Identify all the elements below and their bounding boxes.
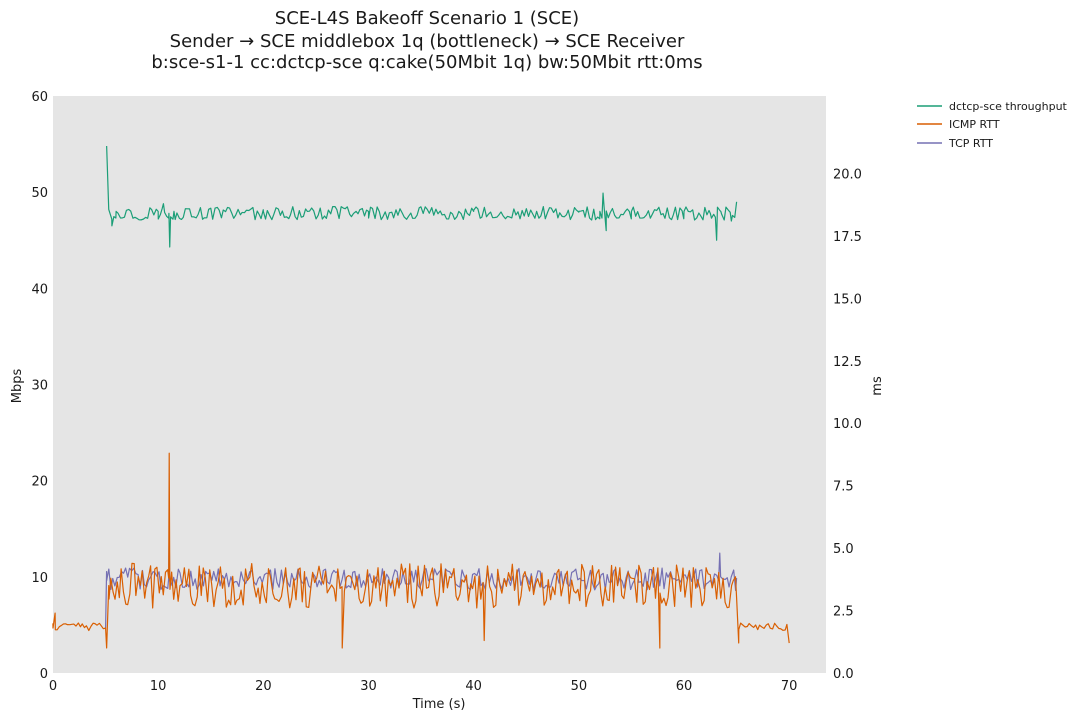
y-left-tick-label: 40 (31, 282, 48, 297)
legend-label-throughput: dctcp-sce throughput (949, 100, 1068, 113)
x-tick-label: 40 (465, 679, 482, 694)
y-right-tick-label: 10.0 (833, 417, 862, 432)
series-line-icmp-rtt (52, 452, 790, 649)
y-left-axis-ticks: 0 10 20 30 40 50 60 (31, 90, 48, 682)
y-right-tick-label: 12.5 (833, 355, 862, 370)
y-left-tick-label: 30 (31, 379, 48, 394)
x-axis-label: Time (s) (412, 697, 466, 712)
y-right-tick-label: 7.5 (833, 480, 854, 495)
x-tick-label: 0 (49, 679, 57, 694)
x-tick-label: 70 (781, 679, 798, 694)
x-tick-label: 50 (571, 679, 588, 694)
y-left-tick-label: 50 (31, 186, 48, 201)
title-line-2: Sender → SCE middlebox 1q (bottleneck) →… (170, 31, 685, 52)
x-tick-label: 30 (360, 679, 377, 694)
y-left-tick-label: 10 (31, 571, 48, 586)
y-right-axis-ticks: 0.0 2.5 5.0 7.5 10.0 12.5 15.0 17.5 20.0 (833, 167, 862, 682)
legend-label-tcp-rtt: TCP RTT (948, 137, 993, 150)
plot-area (53, 96, 826, 673)
x-tick-label: 20 (255, 679, 272, 694)
y-left-axis-label: Mbps (10, 369, 25, 404)
series-layer (52, 145, 790, 649)
y-right-tick-label: 17.5 (833, 230, 862, 245)
y-right-tick-label: 0.0 (833, 667, 854, 682)
y-left-tick-label: 0 (40, 667, 48, 682)
x-tick-label: 10 (150, 679, 167, 694)
title-line-1: SCE-L4S Bakeoff Scenario 1 (SCE) (275, 8, 579, 29)
y-right-tick-label: 5.0 (833, 542, 854, 557)
x-axis-ticks: 0 10 20 30 40 50 60 70 (49, 679, 798, 694)
y-left-tick-label: 20 (31, 475, 48, 490)
title-line-3: b:sce-s1-1 cc:dctcp-sce q:cake(50Mbit 1q… (151, 52, 702, 73)
chart-title: SCE-L4S Bakeoff Scenario 1 (SCE) Sender … (151, 8, 702, 73)
legend: dctcp-sce throughput ICMP RTT TCP RTT (917, 100, 1068, 150)
y-right-axis-label: ms (870, 376, 885, 396)
y-left-tick-label: 60 (31, 90, 48, 105)
x-tick-label: 60 (676, 679, 693, 694)
legend-label-icmp-rtt: ICMP RTT (949, 118, 1000, 131)
y-right-tick-label: 20.0 (833, 167, 862, 182)
series-line-dctcp-sce-throughput (106, 145, 738, 248)
y-right-tick-label: 15.0 (833, 292, 862, 307)
y-right-tick-label: 2.5 (833, 605, 854, 620)
